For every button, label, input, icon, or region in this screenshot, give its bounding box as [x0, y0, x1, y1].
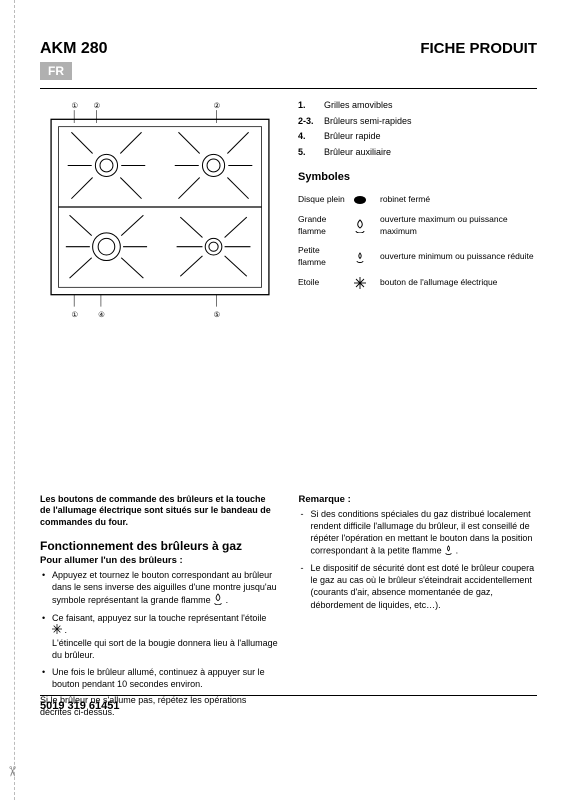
- symbol-row: Grande flamme ouverture maximum ou puiss…: [298, 214, 537, 238]
- hob-svg: ① ② ②: [40, 99, 280, 321]
- callout-2-top: ②: [94, 101, 101, 110]
- symbol-label: Grande flamme: [298, 214, 346, 238]
- symbol-row: Petite flamme ouverture minimum ou puiss…: [298, 245, 537, 269]
- symbol-desc: ouverture minimum ou puissance réduite: [374, 251, 537, 263]
- big-flame-icon: [213, 593, 223, 608]
- header-rule: [40, 88, 537, 89]
- small-flame-icon: [444, 544, 453, 558]
- instruction-text: Ce faisant, appuyez sur la touche représ…: [52, 613, 266, 623]
- header: AKM 280 FICHE PRODUIT: [40, 40, 537, 58]
- intro-text: Les boutons de commande des brûleurs et …: [40, 494, 279, 529]
- symbol-label: Etoile: [298, 277, 346, 289]
- burner-top-right: [175, 132, 253, 198]
- big-flame-icon: [346, 219, 374, 233]
- symbol-label: Petite flamme: [298, 245, 346, 269]
- spark-icon: [52, 624, 62, 637]
- legend-list: 1.Grilles amovibles 2-3.Brûleurs semi-ra…: [298, 99, 537, 158]
- body-section: Les boutons de commande des brûleurs et …: [40, 494, 537, 719]
- callout-1-bottom: ①: [71, 310, 78, 319]
- legend-num: 4.: [298, 130, 324, 143]
- instruction-item: Appuyez et tournez le bouton corresponda…: [52, 569, 279, 608]
- spark-icon: [346, 277, 374, 289]
- callout-2-top-right: ②: [214, 101, 221, 110]
- instruction-text: .: [226, 595, 229, 605]
- burner-top-left: [68, 132, 146, 198]
- symbol-label: Disque plein: [298, 194, 346, 206]
- symbol-row: Disque plein robinet fermé: [298, 194, 537, 206]
- instruction-text: L'étincelle qui sort de la bougie donner…: [52, 638, 278, 660]
- scissor-icon: ✂: [3, 766, 20, 778]
- burner-bottom-right: [177, 217, 251, 276]
- remark-text: .: [456, 545, 459, 555]
- left-column: Les boutons de commande des brûleurs et …: [40, 494, 279, 719]
- legend-item: 5.Brûleur auxiliaire: [298, 146, 537, 159]
- instruction-text: .: [65, 625, 68, 635]
- remark-item: Le dispositif de sécurité dont est doté …: [311, 562, 538, 611]
- symbol-desc: ouverture maximum ou puissance maximum: [374, 214, 537, 238]
- legend-item: 4.Brûleur rapide: [298, 130, 537, 143]
- legend-num: 2-3.: [298, 115, 324, 128]
- legend-item: 1.Grilles amovibles: [298, 99, 537, 112]
- symboles-heading: Symboles: [298, 170, 537, 185]
- callout-1-top: ①: [71, 101, 78, 110]
- remark-text: Si des conditions spéciales du gaz distr…: [311, 509, 533, 556]
- subsection-heading: Pour allumer l'un des brûleurs :: [40, 555, 279, 566]
- symbol-row: Etoile bouton de l'allumage électrique: [298, 277, 537, 289]
- symbol-desc: bouton de l'allumage électrique: [374, 277, 537, 289]
- legend-num: 1.: [298, 99, 324, 112]
- top-section: ① ② ②: [40, 99, 537, 324]
- disc-icon: [346, 195, 374, 205]
- small-flame-icon: [346, 251, 374, 263]
- instruction-text: Appuyez et tournez le bouton corresponda…: [52, 570, 277, 605]
- language-badge: FR: [40, 62, 72, 80]
- right-column: Remarque : Si des conditions spéciales d…: [299, 494, 538, 719]
- remark-list: Si des conditions spéciales du gaz distr…: [299, 508, 538, 611]
- hob-diagram: ① ② ②: [40, 99, 280, 324]
- footer: 5019 319 61451: [40, 695, 537, 712]
- callout-5-bottom: ⑤: [214, 310, 221, 319]
- model-number: AKM 280: [40, 40, 108, 58]
- burner-bottom-left: [66, 215, 147, 278]
- legend-text: Brûleur auxiliaire: [324, 146, 391, 159]
- footer-code: 5019 319 61451: [40, 700, 120, 712]
- remark-heading: Remarque :: [299, 494, 538, 505]
- legend-item: 2-3.Brûleurs semi-rapides: [298, 115, 537, 128]
- callout-4-bottom: ④: [98, 310, 105, 319]
- remark-item: Si des conditions spéciales du gaz distr…: [311, 508, 538, 559]
- remark-text: Le dispositif de sécurité dont est doté …: [311, 563, 535, 609]
- instruction-text: Une fois le brûleur allumé, continuez à …: [52, 667, 265, 689]
- section-heading: Fonctionnement des brûleurs à gaz: [40, 539, 279, 553]
- legend-text: Grilles amovibles: [324, 99, 393, 112]
- instruction-item: Ce faisant, appuyez sur la touche représ…: [52, 612, 279, 662]
- legend-text: Brûleurs semi-rapides: [324, 115, 412, 128]
- page-title: FICHE PRODUIT: [420, 40, 537, 57]
- legend-num: 5.: [298, 146, 324, 159]
- instruction-item: Une fois le brûleur allumé, continuez à …: [52, 666, 279, 690]
- legend-column: 1.Grilles amovibles 2-3.Brûleurs semi-ra…: [298, 99, 537, 324]
- instruction-list: Appuyez et tournez le bouton corresponda…: [40, 569, 279, 690]
- symbol-desc: robinet fermé: [374, 194, 537, 206]
- legend-text: Brûleur rapide: [324, 130, 381, 143]
- page: AKM 280 FICHE PRODUIT FR ① ② ②: [0, 0, 567, 738]
